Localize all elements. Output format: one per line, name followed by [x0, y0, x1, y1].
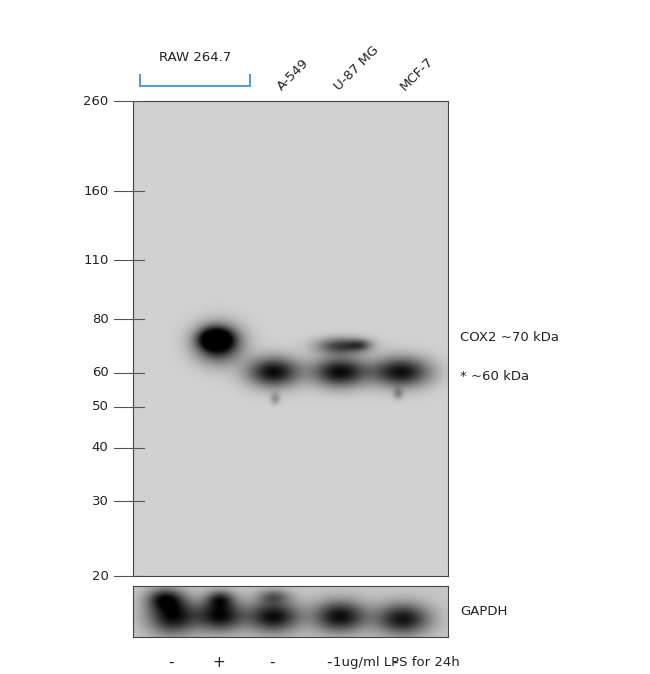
Text: RAW 264.7: RAW 264.7: [159, 51, 231, 64]
Text: 260: 260: [83, 94, 109, 108]
Text: +: +: [212, 655, 225, 670]
Text: 30: 30: [92, 495, 109, 508]
Text: A-549: A-549: [275, 57, 312, 93]
Text: -: -: [392, 655, 398, 670]
Text: -: -: [326, 655, 332, 670]
Text: * ~60 kDa: * ~60 kDa: [460, 369, 529, 383]
Text: 50: 50: [92, 400, 109, 413]
Text: 80: 80: [92, 313, 109, 326]
Text: -: -: [269, 655, 275, 670]
Text: U-87 MG: U-87 MG: [332, 43, 382, 93]
Text: 20: 20: [92, 570, 109, 583]
Text: 40: 40: [92, 441, 109, 454]
Text: GAPDH: GAPDH: [460, 605, 508, 618]
Text: 110: 110: [83, 254, 109, 267]
Text: 60: 60: [92, 366, 109, 379]
Text: -: -: [168, 655, 174, 670]
Text: COX2 ~70 kDa: COX2 ~70 kDa: [460, 331, 559, 344]
Text: 1ug/ml LPS for 24h: 1ug/ml LPS for 24h: [333, 656, 460, 669]
Text: MCF-7: MCF-7: [398, 55, 437, 93]
Text: 160: 160: [83, 185, 109, 197]
